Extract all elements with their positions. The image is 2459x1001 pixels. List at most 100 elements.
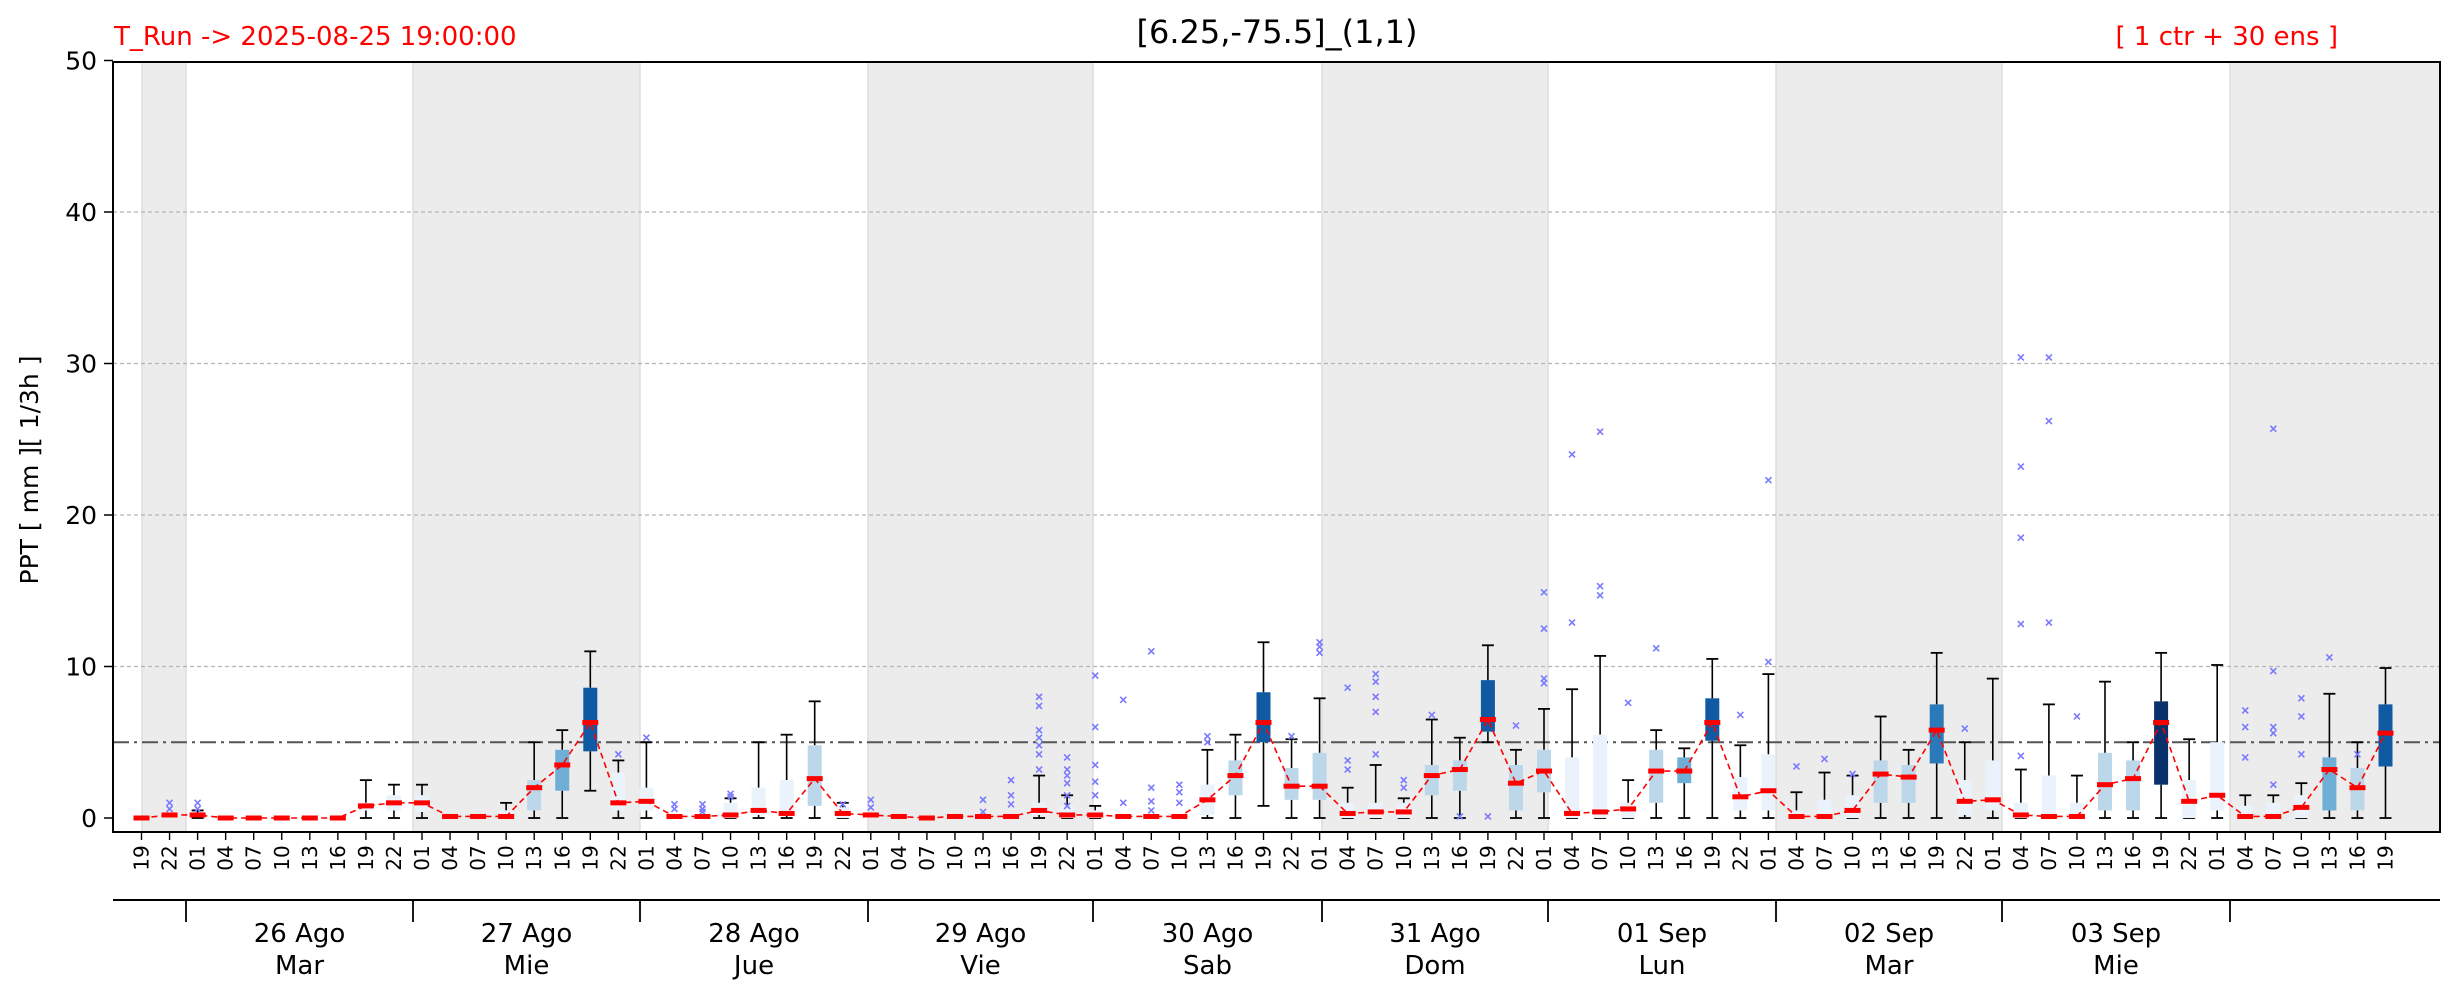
median-mark (2181, 798, 2198, 804)
median-mark (1367, 809, 1384, 815)
x-tick-label: 10 (1841, 845, 1865, 870)
median-mark (2377, 730, 2394, 736)
x-tick-label: 22 (606, 845, 630, 870)
outlier-point (1596, 428, 1604, 436)
outlier-point (2017, 620, 2025, 628)
median-mark (1339, 810, 1356, 816)
outlier-point (1035, 765, 1043, 774)
median-mark (1732, 794, 1749, 800)
median-mark (834, 810, 851, 816)
x-tick-label: 01 (634, 845, 658, 870)
day-weekday-label: Mie (504, 951, 550, 981)
x-tick-label: 13 (747, 845, 771, 870)
x-tick-label: 10 (1392, 845, 1416, 870)
outlier-point (2269, 723, 2277, 731)
x-tick-label: 19 (578, 845, 602, 870)
median-mark (1592, 809, 1609, 815)
median-mark (2125, 776, 2142, 782)
outlier-point (1063, 779, 1071, 787)
x-tick-label: 07 (2261, 845, 2285, 870)
median-mark (161, 812, 178, 818)
outlier-point (1820, 755, 1829, 763)
outlier-point (2045, 353, 2053, 362)
median-marks (133, 717, 2394, 821)
x-tick-label: 19 (1476, 845, 1500, 870)
day-date-label: 30 Ago (1162, 919, 1254, 949)
outlier-point (867, 796, 875, 804)
outlier-point (1316, 649, 1324, 657)
outlier-point (1203, 732, 1211, 740)
x-tick-label: 19 (354, 845, 378, 870)
x-tick-label: 04 (2233, 845, 2257, 870)
x-tick-label: 04 (1336, 845, 1360, 870)
x-tick-label: 01 (859, 845, 883, 870)
horizontal-gridlines (113, 211, 2440, 668)
y-tick-label: 50 (65, 47, 97, 76)
x-tick-label: 07 (1588, 845, 1612, 870)
median-mark (666, 813, 683, 819)
outlier-point (1091, 761, 1099, 769)
box (2154, 701, 2169, 785)
x-tick-label: 07 (691, 845, 715, 870)
median-mark (385, 800, 402, 806)
day-date-label: 02 Sep (1844, 919, 1934, 949)
median-mark (1395, 809, 1412, 815)
outlier-point (1175, 788, 1183, 796)
outlier-point (2353, 750, 2362, 758)
outlier-point (1764, 476, 1772, 484)
median-mark (1003, 813, 1020, 819)
outlier-point (1147, 806, 1155, 814)
median-mark (2012, 812, 2029, 818)
median-mark (2293, 804, 2310, 810)
outlier-point (2017, 534, 2025, 542)
outlier-point (1091, 778, 1099, 786)
y-tick-label: 0 (81, 804, 97, 833)
median-mark (133, 815, 150, 821)
box (1508, 764, 1523, 811)
day-date-label: 27 Ago (481, 919, 573, 949)
median-mark (1059, 812, 1076, 818)
outlier-point (1372, 670, 1380, 678)
outlier-point (2269, 667, 2277, 675)
night-band (1322, 62, 1548, 832)
x-tick-label: 10 (943, 845, 967, 870)
night-band (142, 62, 186, 832)
outlier-point (1035, 750, 1043, 758)
outlier-point (614, 750, 622, 758)
x-tick-label: 22 (1504, 845, 1528, 870)
median-mark (1984, 797, 2001, 803)
median-mark (273, 815, 290, 821)
outlier-point (2297, 712, 2305, 721)
median-mark (806, 776, 823, 782)
plot-frame (112, 61, 2441, 833)
outlier-point (2017, 462, 2025, 471)
box (1733, 777, 1748, 811)
box (1901, 764, 1916, 803)
median-mark (470, 813, 487, 819)
median-mark (2237, 813, 2254, 819)
box (583, 687, 598, 752)
box (527, 780, 542, 811)
outlier-point (1316, 638, 1324, 646)
x-tick-label: 07 (1364, 845, 1388, 870)
outlier-point (1540, 625, 1548, 633)
outlier-point (1372, 678, 1380, 686)
outlier-point (1035, 702, 1043, 710)
day-weekday-label: Mie (2093, 951, 2139, 981)
x-tick-label: 16 (2121, 845, 2145, 870)
median-mark (1872, 771, 1889, 777)
day-weekday-label: Vie (960, 951, 1000, 981)
outlier-point (1344, 765, 1352, 774)
box (555, 749, 570, 791)
x-tick-label: 22 (1953, 845, 1977, 870)
outlier-layer (165, 353, 2362, 821)
y-tick-label: 10 (65, 653, 97, 682)
x-tick-label: 10 (1167, 845, 1191, 870)
outlier-point (194, 805, 202, 813)
outlier-point (1456, 812, 1464, 821)
x-axis: 19 22 01 04 07 10 13 16 19 22 01 04 07 10 13 16 19 22 01 04… (130, 832, 2398, 871)
median-mark (1283, 783, 1300, 789)
x-tick-label: 13 (1869, 845, 1893, 870)
median-mark (1143, 813, 1160, 819)
